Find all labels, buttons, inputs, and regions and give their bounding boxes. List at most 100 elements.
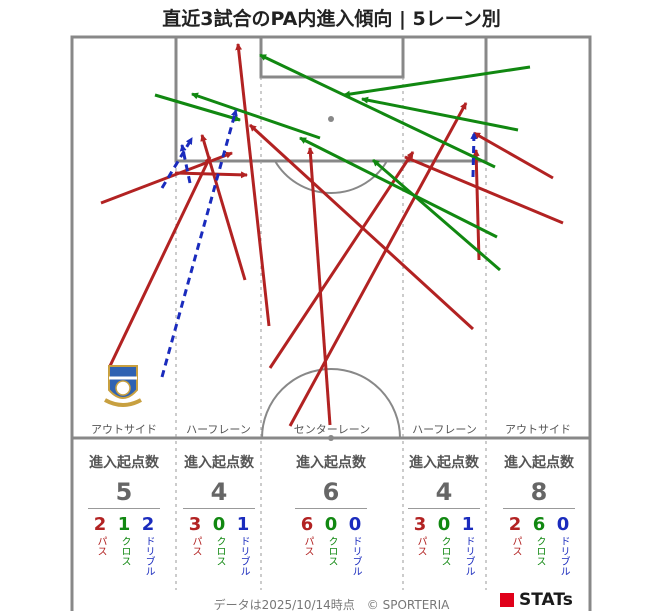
stat-dribble-label: ドリブル (558, 536, 569, 576)
stat-cross-label: クロス (214, 536, 225, 566)
stat-cross: 0 クロス (210, 515, 228, 576)
brand-name: STATs (519, 590, 573, 610)
stat-pass: 6 パス (298, 515, 316, 576)
lane-stat-5: 進入起点数 8 2 パス 6 クロス 0 ドリブル (494, 452, 584, 576)
stat-pass-count: 3 (413, 514, 427, 535)
stat-cross: 6 クロス (530, 515, 548, 576)
stat-cross-count: 0 (324, 514, 338, 535)
stat-total: 6 (322, 478, 340, 506)
stat-divider (503, 508, 575, 509)
stat-dribble: 1 ドリブル (459, 514, 477, 577)
center-circle (261, 368, 401, 439)
dribble-arrow-2 (179, 144, 192, 184)
stat-cross-count: 6 (532, 514, 546, 535)
stat-cross-label: クロス (326, 536, 337, 566)
lane-stat-3: 進入起点数 6 6 パス 0 クロス 0 ドリブル (286, 452, 376, 576)
dribble-arrow-1 (160, 137, 194, 189)
cross-arrow-3 (191, 92, 321, 140)
stat-pass-count: 6 (300, 514, 314, 535)
stat-pass: 3 パス (186, 515, 204, 576)
pass-arrow-10 (404, 155, 564, 225)
stat-pass: 2 パス (506, 515, 524, 576)
cross-arrow-6 (259, 53, 496, 169)
stat-cross: 0 クロス (322, 515, 340, 576)
cross-arrow-1 (343, 65, 531, 98)
goal-box (259, 35, 405, 79)
chart-title: 直近3試合のPA内進入傾向 | 5レーン別 (162, 8, 501, 30)
stat-dribble-label: ドリブル (350, 536, 361, 576)
stat-header: 進入起点数 (296, 455, 366, 471)
stat-cross-count: 0 (437, 514, 451, 535)
penalty-spot (328, 116, 334, 122)
stat-divider (408, 508, 480, 509)
stat-pass-count: 3 (188, 514, 202, 535)
stat-dribble-label: ドリブル (238, 536, 249, 576)
stat-pass-label: パス (190, 536, 201, 556)
stat-cross-count: 1 (117, 514, 131, 535)
stat-divider (183, 508, 255, 509)
stat-dribble: 1 ドリブル (234, 514, 252, 577)
stat-cross-count: 0 (212, 514, 226, 535)
stat-dribble-count: 1 (461, 514, 475, 535)
lane-stat-2: 進入起点数 4 3 パス 0 クロス 1 ドリブル (174, 452, 264, 576)
stat-cross-label: クロス (534, 536, 545, 566)
pass-arrow-12 (472, 149, 481, 261)
pass-arrow-11 (473, 131, 554, 180)
penalty-box (174, 35, 488, 163)
stat-dribble: 2 ドリブル (139, 514, 157, 577)
lane-stat-1: 進入起点数 5 2 パス 1 クロス 2 ドリブル (79, 452, 169, 576)
cross-arrow-4 (299, 136, 498, 239)
stat-pass: 3 パス (411, 515, 429, 576)
stat-cross-label: クロス (439, 536, 450, 566)
stat-pass-label: パス (302, 536, 313, 556)
pass-arrow-3 (174, 171, 248, 179)
pass-arrow-1 (100, 151, 233, 205)
stat-dribble-count: 0 (348, 514, 362, 535)
stat-total: 4 (210, 478, 228, 506)
dribble-arrow-3 (160, 109, 238, 378)
cross-arrow-2 (361, 96, 519, 132)
stat-header: 進入起点数 (409, 455, 479, 471)
pass-arrow-4 (108, 156, 212, 367)
stat-total: 5 (115, 478, 133, 506)
club-crest-icon (103, 362, 143, 414)
stat-header: 進入起点数 (184, 455, 254, 471)
brand-logo: STATs (500, 590, 573, 610)
stat-divider (295, 508, 367, 509)
stat-total: 8 (530, 478, 548, 506)
pass-arrow-9 (306, 147, 332, 426)
cross-arrow-5 (372, 158, 501, 272)
lane-stat-4: 進入起点数 4 3 パス 0 クロス 1 ドリブル (399, 452, 489, 576)
pass-arrow-7 (288, 102, 468, 427)
stat-pass-label: パス (95, 536, 106, 556)
stat-pass-count: 2 (93, 514, 107, 535)
stat-dribble-count: 2 (141, 514, 155, 535)
stat-dribble-count: 1 (236, 514, 250, 535)
penalty-arc (274, 160, 388, 194)
pass-arrow-6 (248, 123, 475, 331)
cross-arrow-7 (154, 93, 241, 122)
stat-total: 4 (435, 478, 453, 506)
stat-header: 進入起点数 (89, 455, 159, 471)
stat-cross-label: クロス (119, 536, 130, 566)
stat-divider (88, 508, 160, 509)
stat-dribble: 0 ドリブル (346, 514, 364, 577)
stat-dribble: 0 ドリブル (554, 514, 572, 577)
stat-dribble-label: ドリブル (143, 536, 154, 576)
stat-pass: 2 パス (91, 515, 109, 576)
stat-dribble-label: ドリブル (463, 536, 474, 576)
stat-dribble-count: 0 (556, 514, 570, 535)
brand-mark-icon (500, 593, 514, 607)
arrow-layer (100, 43, 564, 427)
lane-label-halflane-right: ハーフレーン (412, 423, 477, 436)
lane-label-outside-right: アウトサイド (505, 423, 571, 436)
pass-arrow-5 (235, 43, 271, 327)
pass-arrow-8 (268, 151, 415, 369)
dribble-arrow-4 (470, 132, 478, 178)
stat-cross: 0 クロス (435, 515, 453, 576)
stat-pass-label: パス (415, 536, 426, 556)
lane-label-center: センターレーン (293, 423, 371, 436)
stat-cross: 1 クロス (115, 515, 133, 576)
footer-text: データは2025/10/14時点 © SPORTERIA (213, 598, 450, 612)
